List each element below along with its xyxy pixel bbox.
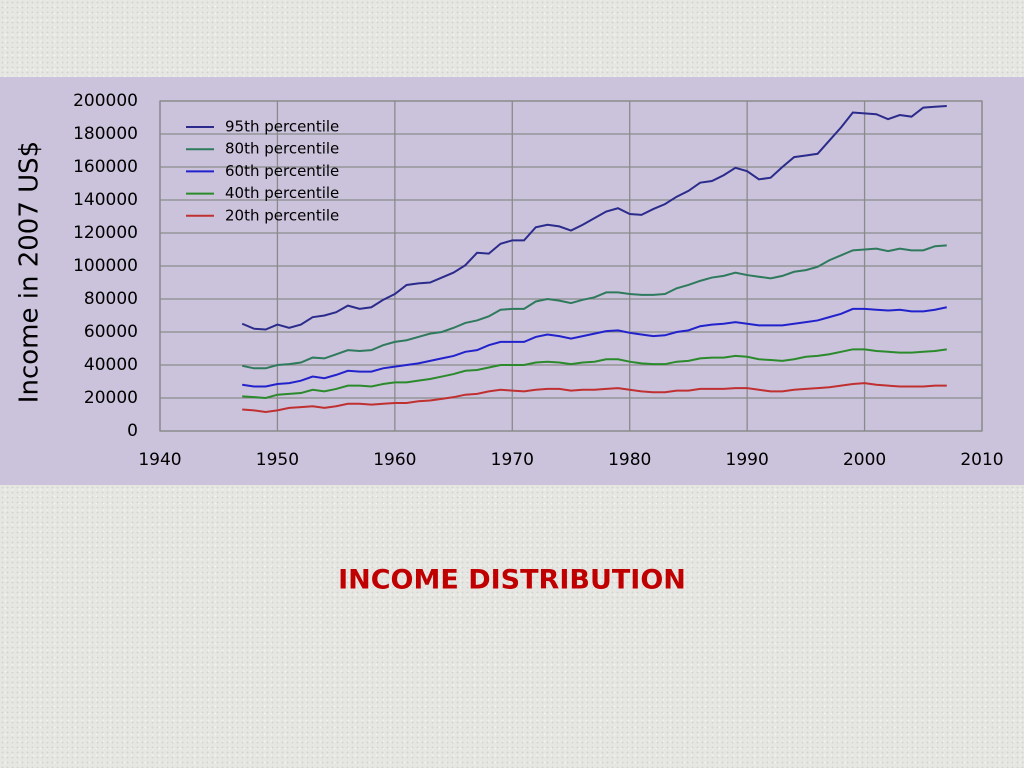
plot-frame (159, 100, 983, 432)
y-tick-label: 180000 (73, 124, 138, 144)
y-axis-label: Income in 2007 US$ (15, 141, 45, 403)
x-tick-label: 1970 (491, 450, 534, 470)
legend-label: 60th percentile (225, 162, 339, 180)
y-tick-label: 80000 (84, 289, 138, 309)
x-tick-label: 1950 (256, 450, 299, 470)
x-tick-label: 1990 (726, 450, 769, 470)
legend-label: 95th percentile (225, 118, 339, 136)
legend-label: 80th percentile (225, 140, 339, 158)
y-tick-label: 160000 (73, 157, 138, 177)
x-tick-label: 2000 (843, 450, 886, 470)
slide-title: INCOME DISTRIBUTION (338, 565, 686, 596)
series-line (242, 306, 947, 388)
series-line (242, 348, 947, 400)
x-tick-label: 1960 (373, 450, 416, 470)
series-line (241, 104, 947, 331)
y-tick-label: 120000 (73, 223, 138, 243)
x-tick-label: 1940 (138, 450, 181, 470)
y-tick-label: 200000 (73, 91, 138, 111)
y-tick-label: 0 (127, 421, 138, 441)
x-tick-label: 1980 (608, 450, 651, 470)
y-tick-label: 40000 (84, 355, 138, 375)
y-tick-label: 20000 (84, 388, 138, 408)
series-line (241, 244, 947, 370)
legend-label: 20th percentile (225, 206, 339, 224)
legend-label: 40th percentile (225, 184, 339, 202)
y-tick-label: 140000 (73, 190, 138, 210)
y-tick-label: 100000 (73, 256, 138, 276)
x-tick-label: 2010 (960, 450, 1003, 470)
series-line (242, 382, 947, 414)
y-tick-label: 60000 (84, 322, 138, 342)
